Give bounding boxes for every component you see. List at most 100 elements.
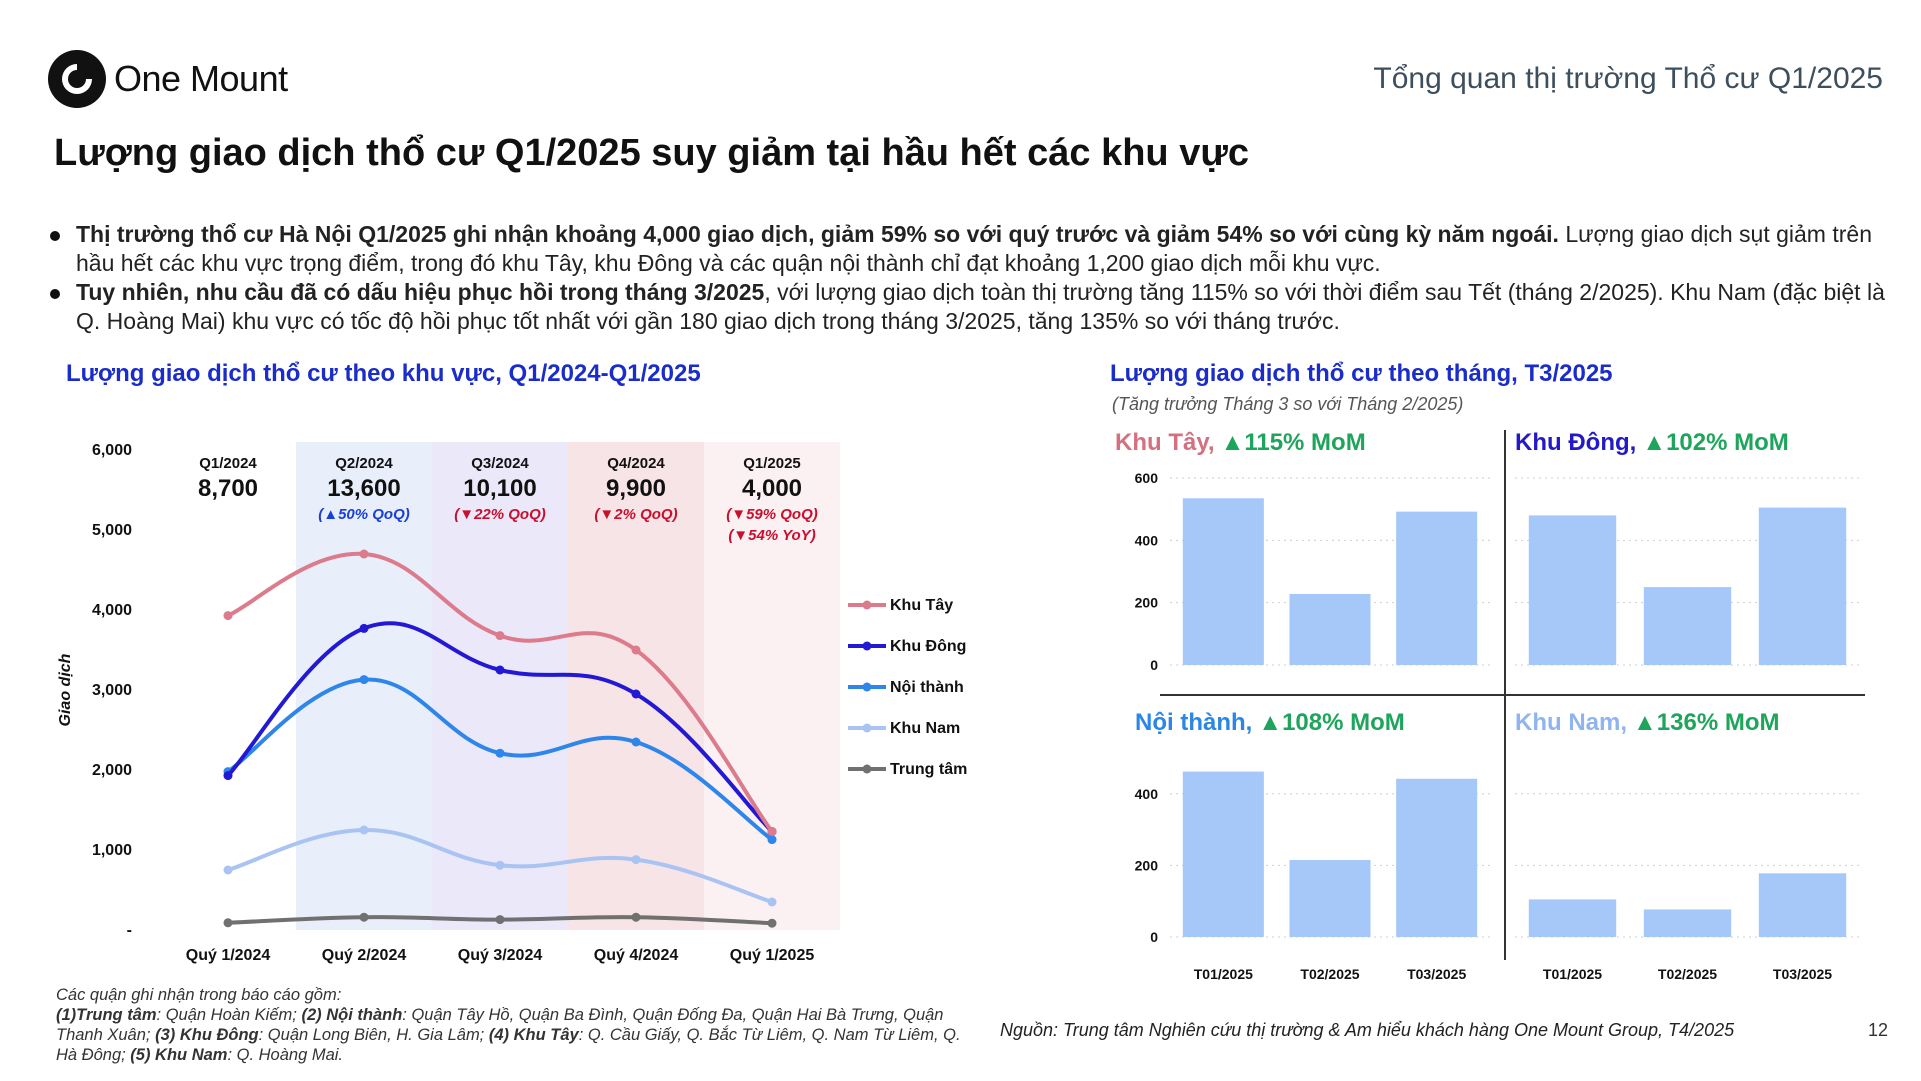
quarter-band bbox=[568, 442, 704, 930]
quarter-band bbox=[704, 442, 840, 930]
quarter-label: Q1/2024 bbox=[199, 455, 257, 472]
series-point bbox=[359, 825, 369, 835]
x-tick-label: Quý 1/2025 bbox=[730, 947, 815, 964]
bar bbox=[1396, 511, 1478, 665]
summary-bullets: Thị trường thổ cư Hà Nội Q1/2025 ghi nhậ… bbox=[50, 220, 1890, 336]
bar bbox=[1396, 778, 1478, 937]
series-point bbox=[223, 771, 233, 781]
quarter-change-yoy: (▼54% YoY) bbox=[728, 527, 815, 544]
y-tick-label: 200 bbox=[1135, 857, 1159, 873]
brand-name: One Mount bbox=[114, 58, 288, 99]
footnote-key: (4) Khu Tây bbox=[488, 1026, 579, 1044]
y-tick-label: 400 bbox=[1135, 786, 1159, 802]
bullet-text: , với lượng giao dịch toàn thị trường tă… bbox=[76, 279, 1885, 334]
legend-label: Nội thành bbox=[890, 679, 964, 696]
footnote-value: : Quận Tây Hồ, Quận Ba Đình, Quận Đống Đ… bbox=[56, 1006, 944, 1044]
brand-logo: One Mount bbox=[48, 50, 288, 108]
footnote-key: (1)Trung tâm bbox=[56, 1006, 157, 1024]
legend-marker bbox=[862, 600, 872, 610]
y-tick-label: 0 bbox=[1150, 929, 1158, 945]
bar bbox=[1182, 771, 1264, 937]
bar bbox=[1528, 515, 1617, 665]
series-point bbox=[359, 549, 369, 559]
line-chart: Q1/2024 8,700 Q2/2024 13,600 (▲50% QoQ) Q3/20… bbox=[57, 442, 967, 964]
series-point bbox=[767, 827, 777, 837]
y-tick-label: 0 bbox=[1150, 657, 1158, 673]
bullet-bold: Thị trường thổ cư Hà Nội Q1/2025 ghi nhậ… bbox=[76, 221, 1559, 247]
footnote-body: (1)Trung tâm: Quận Hoàn Kiếm; (2) Nội th… bbox=[56, 1005, 986, 1065]
page-headline: Lượng giao dịch thổ cư Q1/2025 suy giảm … bbox=[54, 132, 1249, 174]
series-point bbox=[359, 912, 369, 922]
panel-name: Khu Nam, bbox=[1515, 709, 1627, 736]
y-tick-label: 1,000 bbox=[92, 842, 132, 859]
series-point bbox=[631, 912, 641, 922]
series-point bbox=[495, 860, 505, 870]
panel-growth: ▲115% MoM bbox=[1221, 429, 1366, 456]
legend-marker bbox=[862, 682, 872, 692]
x-tick-label: Quý 4/2024 bbox=[594, 947, 679, 964]
y-tick-label: 600 bbox=[1135, 470, 1159, 486]
bullet-item: Tuy nhiên, nhu cầu đã có dấu hiệu phục h… bbox=[50, 278, 1890, 336]
panel-name: Nội thành, bbox=[1135, 709, 1252, 736]
x-tick-label: T01/2025 bbox=[1194, 966, 1253, 982]
series-point bbox=[223, 918, 233, 928]
x-tick-label: T02/2025 bbox=[1300, 966, 1359, 982]
x-tick-label: Quý 2/2024 bbox=[322, 947, 407, 964]
bullet-item: Thị trường thổ cư Hà Nội Q1/2025 ghi nhậ… bbox=[50, 220, 1890, 278]
quarter-total: 4,000 bbox=[742, 475, 802, 502]
panel-growth: ▲102% MoM bbox=[1642, 429, 1788, 456]
legend-marker bbox=[862, 764, 872, 774]
quarter-total: 13,600 bbox=[327, 475, 400, 502]
right-chart-title: Lượng giao dịch thổ cư theo tháng, T3/20… bbox=[1110, 360, 1613, 387]
series-point bbox=[495, 915, 505, 925]
series-line bbox=[227, 551, 774, 833]
x-tick-label: T03/2025 bbox=[1773, 966, 1832, 982]
bar-chart-grid: Khu Tây, ▲115% MoM 0 200 400 600 Khu Đông, ▲102… bbox=[1115, 429, 1865, 982]
series-point bbox=[495, 665, 505, 675]
footnote-intro: Các quận ghi nhận trong báo cáo gồm: bbox=[56, 986, 342, 1004]
quarter-band bbox=[160, 442, 296, 930]
y-tick-label: 5,000 bbox=[92, 522, 132, 539]
y-tick-label: 200 bbox=[1135, 595, 1159, 611]
series-point bbox=[631, 737, 641, 747]
y-tick-label: 3,000 bbox=[92, 682, 132, 699]
x-tick-label: T03/2025 bbox=[1407, 966, 1466, 982]
quarter-total: 8,700 bbox=[198, 475, 258, 502]
y-tick-label: 4,000 bbox=[92, 602, 132, 619]
bar bbox=[1289, 860, 1371, 937]
series-point bbox=[767, 835, 777, 845]
district-footnote: Các quận ghi nhận trong báo cáo gồm: (1)… bbox=[56, 985, 986, 1065]
series-point bbox=[767, 918, 777, 928]
series-point bbox=[223, 865, 233, 875]
y-tick-label: 400 bbox=[1135, 532, 1159, 548]
footnote-key: (3) Khu Đông bbox=[155, 1026, 259, 1044]
y-tick-label: 2,000 bbox=[92, 762, 132, 779]
quarter-total: 9,900 bbox=[606, 475, 666, 502]
bar bbox=[1643, 587, 1732, 665]
series-point bbox=[359, 675, 369, 685]
panel-growth: ▲108% MoM bbox=[1258, 709, 1404, 736]
footnote-value: : Quận Long Biên, H. Gia Lâm; bbox=[258, 1026, 489, 1044]
right-chart-subtitle: (Tăng trưởng Tháng 3 so với Tháng 2/2025… bbox=[1112, 394, 1464, 414]
legend-marker bbox=[862, 641, 872, 651]
panel-name: Khu Đông, bbox=[1515, 429, 1636, 456]
series-point bbox=[495, 748, 505, 758]
quarter-change: (▲50% QoQ) bbox=[318, 506, 410, 523]
y-tick-label: - bbox=[127, 922, 132, 939]
one-mount-logo-icon bbox=[48, 50, 106, 108]
x-tick-label: T01/2025 bbox=[1543, 966, 1602, 982]
panel-title: Nội thành, ▲108% MoM bbox=[1135, 709, 1405, 736]
series-point bbox=[631, 645, 641, 655]
quarter-band bbox=[296, 442, 432, 930]
quarter-label: Q4/2024 bbox=[607, 455, 665, 472]
footnote-key: (2) Nội thành bbox=[301, 1006, 403, 1024]
quarter-label: Q2/2024 bbox=[335, 455, 393, 472]
y-tick-label: 6,000 bbox=[92, 442, 132, 459]
bar bbox=[1182, 498, 1264, 665]
bar bbox=[1289, 593, 1371, 665]
quarter-label: Q3/2024 bbox=[471, 455, 529, 472]
bullet-text: Lượng giao dịch sụt giảm trên hầu hết cá… bbox=[76, 221, 1872, 276]
quarter-change: (▼59% QoQ) bbox=[726, 506, 818, 523]
bullet-bold: Tuy nhiên, nhu cầu đã có dấu hiệu phục h… bbox=[76, 279, 765, 305]
series-point bbox=[631, 855, 641, 865]
